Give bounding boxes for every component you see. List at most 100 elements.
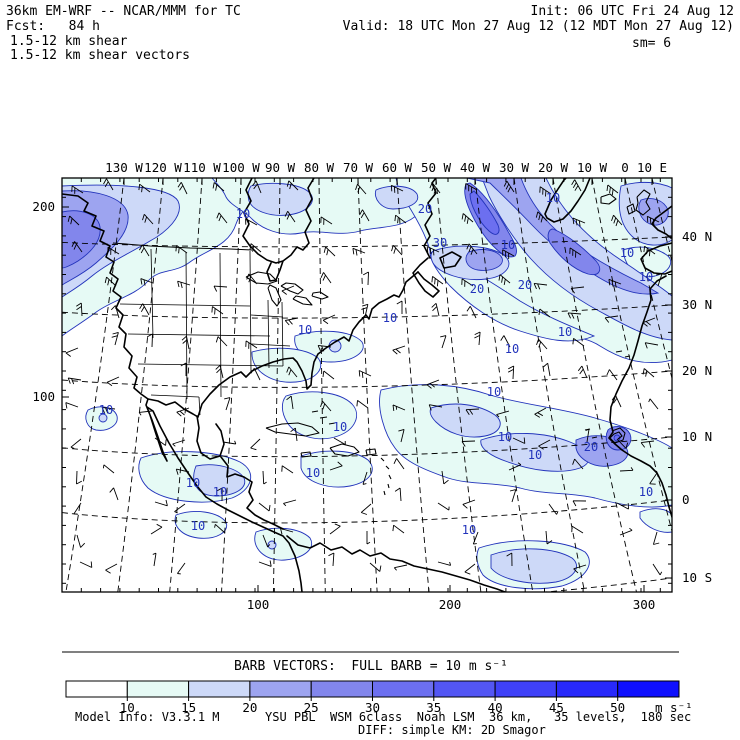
wind-barb [111,331,119,346]
wind-barb [498,274,511,285]
wind-barb [284,210,296,223]
wind-barb [246,273,258,285]
wind-barb [548,503,559,515]
contour-label: 10 [191,519,205,533]
wind-barb [507,365,515,380]
axis-tick-label: 0 [682,492,690,507]
axis-tick-label: 120 W [144,160,182,175]
wind-barb [360,503,372,515]
axis-tick-label: 100 [247,597,270,612]
yucatan-central-america [196,415,284,530]
colorbar-segment [310,680,374,698]
contour-label: 10 [383,311,397,325]
axis-tick-label: 0 [621,160,629,175]
wind-barb [258,502,271,512]
axis-tick-label: 90 W [265,160,296,175]
wind-barb [175,468,190,475]
wind-barb [464,563,476,575]
contour-label: 10 [501,238,515,252]
wind-barb [65,402,79,409]
axis-tick-label: 50 W [421,160,452,175]
wind-barb [361,303,369,318]
wind-barb [465,408,480,415]
contour-value-labels: 10 10 20 30 10 20 20 10 10 10 10 10 10 10 10 10 10 10 10 10… [99,191,653,537]
wind-barb [175,245,188,254]
contour-label: 10 [333,420,347,434]
wind-barb [110,305,120,319]
axis-tick-label: 40 N [682,229,712,244]
wind-barb [472,531,479,545]
wind-barb [362,471,368,485]
wind-barb [140,278,154,286]
wind-barb [535,211,548,223]
wind-barb [181,335,190,350]
wind-barb [585,428,590,443]
wind-barb [500,335,511,348]
colorbar-segment [126,680,190,698]
wind-barb [329,523,341,535]
axis-tick-label: 20 W [538,160,569,175]
wind-barb [216,487,223,502]
wind-barb [652,563,663,576]
wind-barb [322,370,335,380]
wind-barb [139,303,150,316]
wind-barb [286,395,294,410]
axis-tick-label: 110 W [183,160,221,175]
wind-barb [461,440,476,447]
model-info: Model Info: V3.3.1 M [75,710,220,724]
wind-barb [570,286,585,294]
wind-barb [466,243,478,255]
barb-legend-title: BARB VECTORS: FULL BARB = 10 m s⁻¹ [234,659,508,674]
wind-barb [280,527,294,535]
us-state-borders [119,248,291,416]
wind-barb [571,179,582,192]
wind-barb [646,215,660,226]
wind-barb [152,552,157,567]
wind-barb [358,370,372,378]
wind-barb [506,552,513,567]
british-isles [626,189,651,216]
wind-barb [536,338,548,350]
contour-label: 30 [433,236,447,250]
wind-barb [245,340,258,349]
colorbar: 10 15 20 25 30 35 40 45 50 m s⁻¹ [65,680,693,715]
colorbar-segment [249,680,312,698]
wind-barb [538,439,551,450]
wind-barb [245,218,258,227]
colorbar-tick-label: 20 [242,700,257,715]
wind-barb [76,470,83,485]
wind-barb [333,437,346,445]
wind-barb [355,183,367,195]
wind-barb [426,246,440,256]
contour-label: 10 [546,191,560,205]
wind-barb [214,523,226,534]
bahamas-islands [311,410,336,425]
wind-barb [606,184,619,196]
wind-barb [317,344,332,352]
wind-barb [369,562,382,572]
wind-barb [649,472,658,485]
contour-label: 20 [470,282,484,296]
wind-barb [215,336,228,347]
wind-barb [71,185,84,194]
axis-tick-label: 10 E [637,160,667,175]
wind-barb [431,276,444,287]
colorbar-segment [555,680,619,698]
contour-label: 10 [639,270,653,284]
wind-barb [538,308,551,318]
colorbar-tick-label: 25 [304,700,319,715]
wind-barb [76,302,83,317]
wind-barb [390,184,404,193]
wind-barb [102,464,115,474]
great-lakes [245,271,329,307]
wind-barb [322,314,336,325]
contour-label: 10 [498,430,512,444]
wind-barb [539,186,552,197]
wind-barb [572,500,587,507]
wind-barb [644,342,659,349]
wind-shear-barbs [65,178,663,576]
contour-label: 10 [186,476,200,490]
valid-time: Valid: 18 UTC Mon 27 Aug 12 (12 MDT Mon … [342,19,734,34]
wind-barb [366,531,371,545]
wind-barb [283,499,297,507]
